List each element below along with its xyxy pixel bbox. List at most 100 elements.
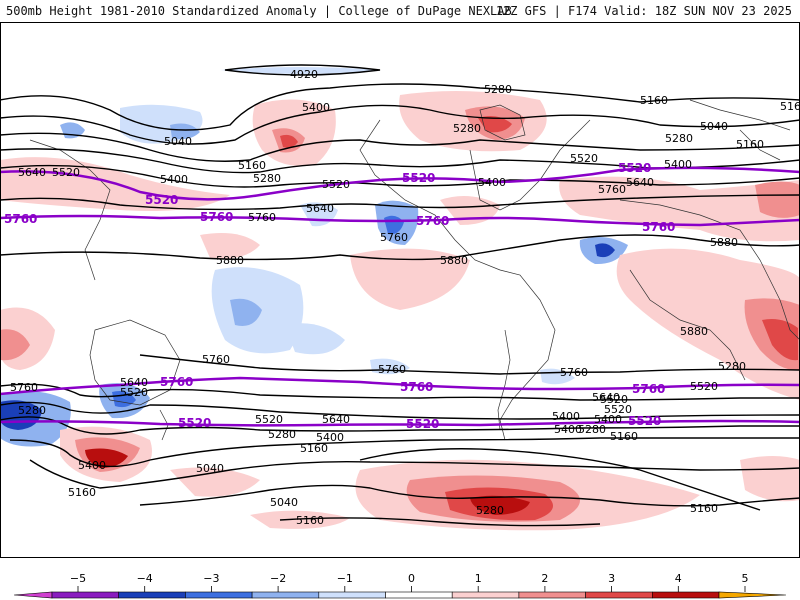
- height-label: 5520: [120, 386, 148, 399]
- ref-label: 5520: [618, 161, 651, 175]
- color-scale-legend: −5 −4 −3 −2 −1 0 1 2 3 4 5: [13, 572, 787, 599]
- legend-swatch: [118, 591, 186, 599]
- height-label: 5160: [736, 138, 764, 151]
- positive-anomaly-shading: [0, 91, 800, 531]
- legend-ticks: −5 −4 −3 −2 −1 0 1 2 3 4 5: [70, 572, 749, 592]
- map-title: 500mb Height 1981-2010 Standardized Anom…: [6, 4, 512, 18]
- legend-arrow-right: [718, 591, 787, 599]
- height-label: 5760: [560, 366, 588, 379]
- model-run-info: 12Z GFS | F174 Valid: 18Z SUN NOV 23 202…: [495, 4, 792, 18]
- legend-swatch: [518, 591, 586, 599]
- height-label: 5520: [600, 393, 628, 406]
- height-label: 5760: [380, 231, 408, 244]
- legend-tick-label: 4: [675, 572, 682, 585]
- height-label: 5880: [680, 325, 708, 338]
- ref-label: 5760: [642, 220, 675, 234]
- legend-tick-label: 3: [608, 572, 615, 585]
- height-label: 5880: [440, 254, 468, 267]
- height-label: 5280: [578, 423, 606, 436]
- legend-tick-label: −1: [337, 572, 353, 585]
- height-label: 5400: [594, 413, 622, 426]
- height-label: 5640: [18, 166, 46, 179]
- legend-swatch: [318, 591, 386, 599]
- ref-label: 5520: [628, 414, 661, 428]
- height-label: 5520: [570, 152, 598, 165]
- height-label: 5400: [478, 176, 506, 189]
- height-label: 5280: [718, 360, 746, 373]
- reference-contours: [0, 166, 800, 427]
- legend-swatch: [51, 591, 119, 599]
- legend-tick-label: 0: [408, 572, 415, 585]
- height-label: 5760: [202, 353, 230, 366]
- legend-swatch: [251, 591, 320, 599]
- legend-tick-label: −5: [70, 572, 86, 585]
- height-label: 5160: [68, 486, 96, 499]
- legend-swatch: [585, 591, 653, 599]
- height-label: 5760: [10, 381, 38, 394]
- height-label: 5400: [302, 101, 330, 114]
- height-label: 5040: [164, 135, 192, 148]
- height-label: 5880: [710, 236, 738, 249]
- legend-tick-label: 1: [475, 572, 482, 585]
- height-label: 4920: [290, 68, 318, 81]
- height-label: 5280: [18, 404, 46, 417]
- height-label: 5160: [780, 100, 800, 113]
- ref-label: 5520: [145, 193, 178, 207]
- legend-swatch: [651, 591, 720, 599]
- height-label: 5280: [453, 122, 481, 135]
- height-label: 5640: [120, 376, 148, 389]
- height-label: 5400: [78, 459, 106, 472]
- height-label: 5400: [160, 173, 188, 186]
- height-label: 5040: [270, 496, 298, 509]
- height-label: 5520: [690, 380, 718, 393]
- reference-contour-labels: 5520 5760 5520 5760 5520 5760 5760 5760 …: [4, 161, 675, 431]
- height-label: 5400: [552, 410, 580, 423]
- legend-tick-label: −2: [270, 572, 286, 585]
- height-label: 5520: [604, 403, 632, 416]
- height-label: 5160: [610, 430, 638, 443]
- anomaly-map: 4920 5280 5160 5400 5040 5280 5160 5280 …: [0, 22, 800, 558]
- legend-bar: [13, 591, 787, 599]
- height-label: 5160: [296, 514, 324, 527]
- legend-arrow-left: [13, 591, 53, 599]
- ref-label: 5760: [4, 212, 37, 226]
- height-label: 5400: [554, 423, 582, 436]
- height-label: 5280: [253, 172, 281, 185]
- ref-label: 5520: [402, 171, 435, 185]
- height-label: 5160: [690, 502, 718, 515]
- height-label: 5880: [216, 254, 244, 267]
- legend-swatch: [185, 591, 253, 599]
- ref-label: 5520: [178, 416, 211, 430]
- height-label: 5760: [378, 363, 406, 376]
- header-bar: 500mb Height 1981-2010 Standardized Anom…: [0, 0, 800, 22]
- legend-tick-label: 2: [541, 572, 548, 585]
- height-label: 5640: [306, 202, 334, 215]
- height-label: 5160: [300, 442, 328, 455]
- legend-swatch: [451, 591, 520, 599]
- height-label: 5040: [196, 462, 224, 475]
- height-label: 5640: [626, 176, 654, 189]
- height-label: 5640: [322, 413, 350, 426]
- legend-tick-label: −3: [203, 572, 219, 585]
- height-label: 5280: [476, 504, 504, 517]
- ref-label: 5760: [200, 210, 233, 224]
- height-label: 5520: [322, 178, 350, 191]
- height-contour-labels: 4920 5280 5160 5400 5040 5280 5160 5280 …: [10, 68, 800, 527]
- height-label: 5280: [268, 428, 296, 441]
- height-label: 5400: [316, 431, 344, 444]
- legend-tick-label: −4: [137, 572, 153, 585]
- height-label: 5520: [255, 413, 283, 426]
- height-label: 5160: [640, 94, 668, 107]
- legend-tick-label: 5: [742, 572, 749, 585]
- height-label: 5760: [248, 211, 276, 224]
- height-label: 5400: [664, 158, 692, 171]
- height-label: 5640: [592, 391, 620, 404]
- ref-label: 5760: [160, 375, 193, 389]
- ref-label: 5760: [416, 214, 449, 228]
- legend-swatch: [385, 591, 453, 599]
- ref-label: 5760: [632, 382, 665, 396]
- height-label: 5160: [238, 159, 266, 172]
- height-label: 5520: [52, 166, 80, 179]
- ref-label: 5520: [406, 417, 439, 431]
- ref-label: 5760: [400, 380, 433, 394]
